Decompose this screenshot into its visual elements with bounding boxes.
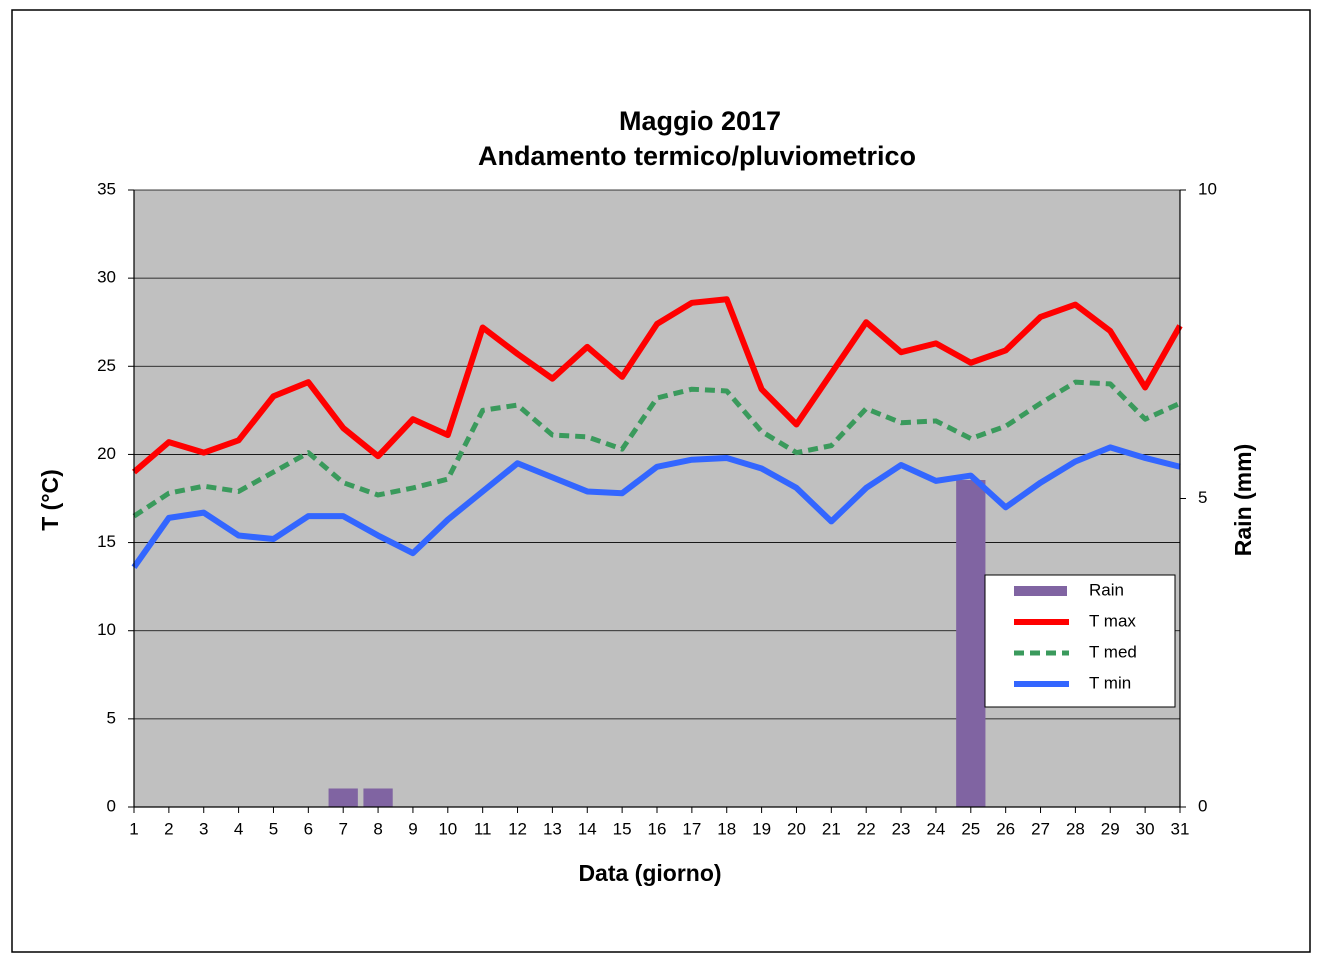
x-tick-label: 12 [508,819,527,838]
x-tick-label: 26 [996,819,1015,838]
bar [956,479,986,807]
x-tick-label: 22 [857,819,876,838]
marks [131,296,1183,807]
y-tick-label: 5 [107,708,116,727]
x-tick-label: 25 [961,819,980,838]
x-tick-label: 8 [373,819,382,838]
x-tick-label: 5 [269,819,278,838]
y-tick-label: 35 [97,179,116,198]
bar [328,788,358,807]
x-tick-label: 21 [822,819,841,838]
x-tick-label: 9 [408,819,417,838]
x-tick-label: 4 [234,819,243,838]
y-tick-label: 15 [97,532,116,551]
x-tick-label: 18 [717,819,736,838]
legend: Rain T max T med T min [984,574,1176,708]
x-tick-label: 20 [787,819,806,838]
y2-tick-label: 0 [1198,796,1207,815]
x-tick-label: 28 [1066,819,1085,838]
x-axis-label: Data (giorno) [578,860,721,886]
x-tick-label: 27 [1031,819,1050,838]
x-tick-label: 15 [613,819,632,838]
legend-label: Rain [1089,580,1124,599]
x-tick-label: 23 [892,819,911,838]
y-tick-label: 20 [97,444,116,463]
x-tick-label: 14 [578,819,597,838]
chart-title: Maggio 2017 [619,106,781,136]
y-tick-label: 0 [107,796,116,815]
x-tick-label: 31 [1171,819,1190,838]
x-tick-label: 16 [648,819,667,838]
legend-label: T med [1089,642,1137,661]
y-tick-label: 25 [97,356,116,375]
line-series [132,379,1182,519]
bar [363,788,393,807]
y2-axis-label: Rain (mm) [1230,444,1256,556]
y-tick-label: 10 [97,620,116,639]
x-tick-label: 7 [338,819,347,838]
y-axis-label: T (°C) [37,469,63,531]
y2-tick-label: 5 [1198,488,1207,507]
y2-tick-label: 10 [1198,179,1217,198]
y-tick-label: 30 [97,268,116,287]
line-series [131,444,1181,569]
x-tick-label: 6 [304,819,313,838]
chart-subtitle: Andamento termico/pluviometrico [478,141,916,171]
x-tick-label: 17 [682,819,701,838]
x-tick-label: 30 [1136,819,1155,838]
x-tick-label: 10 [438,819,457,838]
line-series [132,296,1183,475]
legend-label: T max [1089,611,1136,630]
legend-label: T min [1089,673,1131,692]
x-tick-label: 24 [926,819,945,838]
x-tick-label: 29 [1101,819,1120,838]
x-tick-label: 2 [164,819,173,838]
x-tick-label: 13 [543,819,562,838]
x-tick-label: 19 [752,819,771,838]
x-tick-label: 11 [474,819,492,838]
x-tick-label: 3 [199,819,208,838]
legend-swatch [1014,586,1067,596]
legend-box [984,574,1176,708]
x-tick-label: 1 [129,819,138,838]
